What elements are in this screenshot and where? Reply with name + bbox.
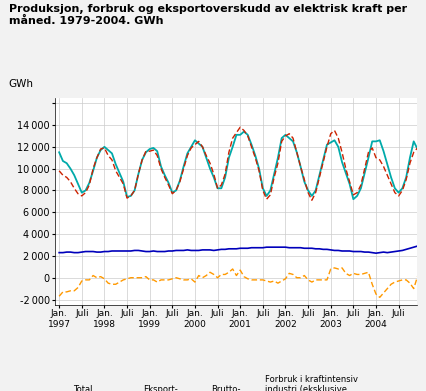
Legend: Total
produksjon, Eksport-
overskudd, Brutto-
forbruk, Forbruk i kraftintensiv
i: Total produksjon, Eksport- overskudd, Br… [52,371,379,391]
Text: Produksjon, forbruk og eksportoverskudd av elektrisk kraft per
måned. 1979-2004.: Produksjon, forbruk og eksportoverskudd … [9,4,407,27]
Text: GWh: GWh [8,79,33,90]
